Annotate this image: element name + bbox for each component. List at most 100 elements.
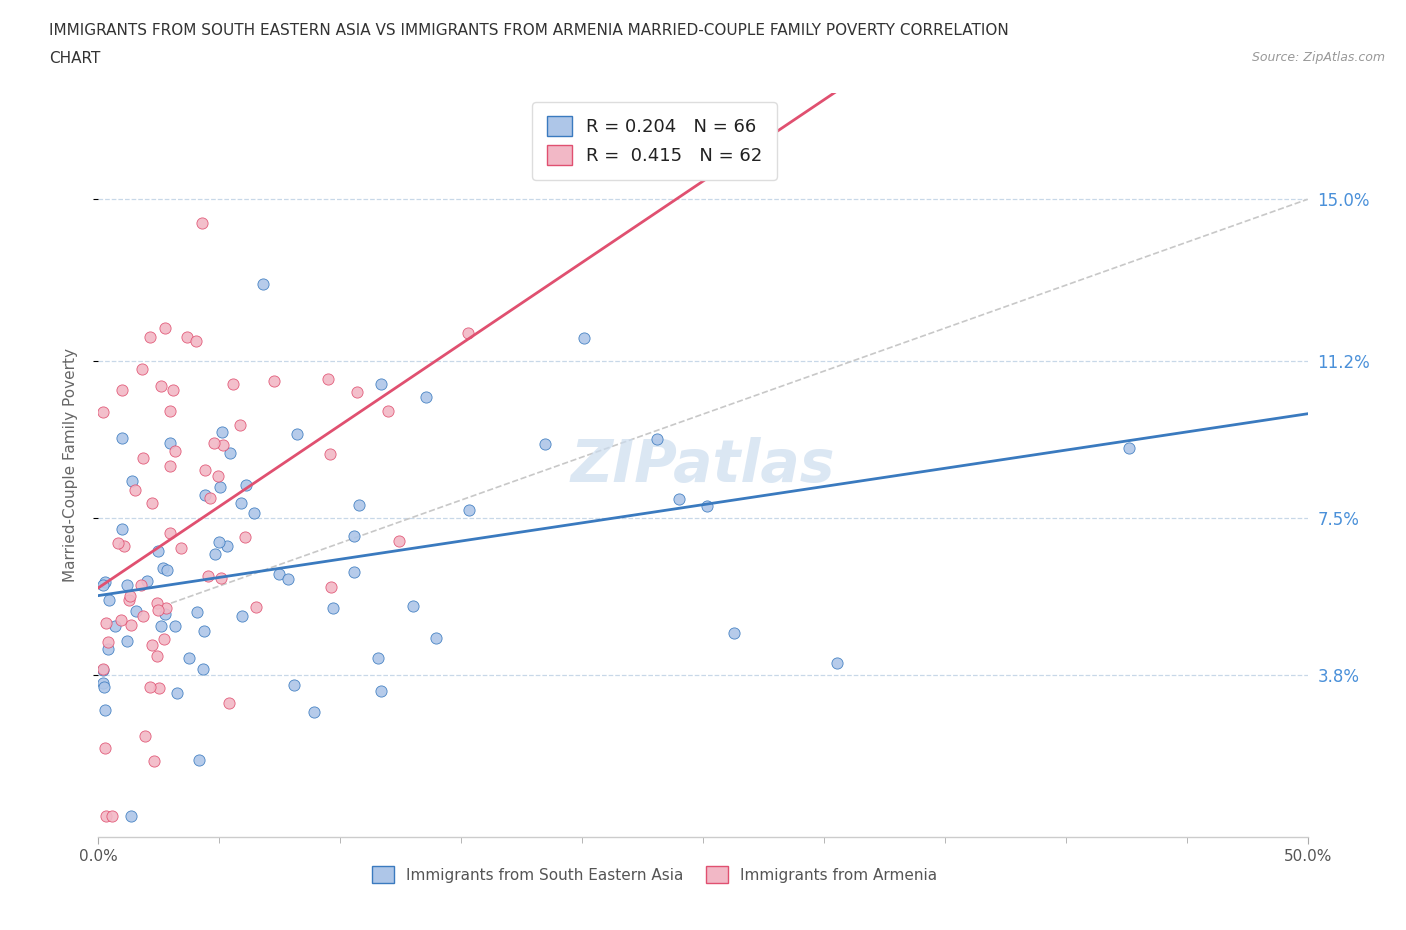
Point	[139, 680, 162, 695]
Point	[159, 525, 181, 540]
Point	[148, 680, 170, 695]
Point	[252, 277, 274, 292]
Point	[156, 563, 179, 578]
Point	[91, 661, 114, 676]
Point	[388, 533, 411, 548]
Point	[343, 565, 366, 580]
Point	[696, 498, 718, 513]
Point	[534, 437, 557, 452]
Point	[150, 379, 173, 393]
Point	[277, 571, 299, 586]
Point	[165, 444, 187, 458]
Point	[125, 604, 148, 618]
Point	[159, 404, 181, 418]
Point	[146, 544, 169, 559]
Point	[415, 390, 437, 405]
Point	[139, 330, 162, 345]
Point	[231, 609, 253, 624]
Point	[204, 547, 226, 562]
Point	[112, 538, 135, 553]
Point	[209, 570, 232, 585]
Point	[316, 372, 339, 387]
Point	[458, 503, 481, 518]
Point	[98, 592, 121, 607]
Point	[215, 538, 238, 553]
Point	[94, 615, 117, 630]
Y-axis label: Married-Couple Family Poverty: Married-Couple Family Poverty	[63, 348, 77, 582]
Point	[159, 435, 181, 450]
Text: IMMIGRANTS FROM SOUTH EASTERN ASIA VS IMMIGRANTS FROM ARMENIA MARRIED-COUPLE FAM: IMMIGRANTS FROM SOUTH EASTERN ASIA VS IM…	[49, 23, 1010, 38]
Point	[229, 496, 252, 511]
Point	[342, 528, 364, 543]
Point	[91, 663, 114, 678]
Point	[115, 633, 138, 648]
Point	[267, 567, 290, 582]
Point	[370, 377, 392, 392]
Point	[94, 703, 117, 718]
Point	[202, 436, 225, 451]
Point	[322, 601, 344, 616]
Point	[141, 638, 163, 653]
Point	[723, 626, 745, 641]
Point	[193, 624, 215, 639]
Point	[165, 618, 187, 633]
Point	[141, 496, 163, 511]
Point	[208, 480, 231, 495]
Point	[150, 618, 173, 633]
Point	[242, 505, 264, 520]
Point	[153, 607, 176, 622]
Text: Source: ZipAtlas.com: Source: ZipAtlas.com	[1251, 51, 1385, 64]
Point	[135, 574, 157, 589]
Point	[111, 382, 134, 397]
Point	[194, 487, 217, 502]
Point	[146, 603, 169, 618]
Point	[101, 808, 124, 823]
Point	[143, 753, 166, 768]
Point	[93, 680, 115, 695]
Point	[319, 446, 342, 461]
Point	[218, 696, 240, 711]
Point	[97, 642, 120, 657]
Point	[245, 600, 267, 615]
Point	[129, 578, 152, 592]
Point	[132, 450, 155, 465]
Point	[118, 589, 141, 604]
Point	[263, 374, 285, 389]
Point	[1118, 440, 1140, 455]
Point	[91, 675, 114, 690]
Point	[162, 383, 184, 398]
Point	[120, 808, 142, 823]
Point	[155, 600, 177, 615]
Point	[94, 808, 117, 823]
Point	[97, 635, 120, 650]
Point	[169, 540, 191, 555]
Point	[425, 631, 447, 645]
Point	[377, 404, 399, 418]
Point	[370, 684, 392, 698]
Point	[115, 578, 138, 592]
Point	[131, 362, 153, 377]
Point	[197, 568, 219, 583]
Point	[457, 326, 479, 340]
Point	[367, 651, 389, 666]
Point	[233, 530, 256, 545]
Point	[145, 648, 167, 663]
Point	[402, 598, 425, 613]
Point	[191, 216, 214, 231]
Point	[91, 578, 114, 593]
Point	[124, 483, 146, 498]
Point	[155, 320, 177, 335]
Point	[111, 431, 134, 445]
Point	[191, 662, 214, 677]
Text: ZIPatlas: ZIPatlas	[571, 436, 835, 494]
Point	[177, 651, 200, 666]
Point	[211, 424, 233, 439]
Point	[166, 686, 188, 701]
Point	[176, 330, 198, 345]
Point	[194, 463, 217, 478]
Point	[132, 608, 155, 623]
Point	[145, 596, 167, 611]
Point	[285, 427, 308, 442]
Point	[110, 612, 132, 627]
Point	[572, 331, 595, 346]
